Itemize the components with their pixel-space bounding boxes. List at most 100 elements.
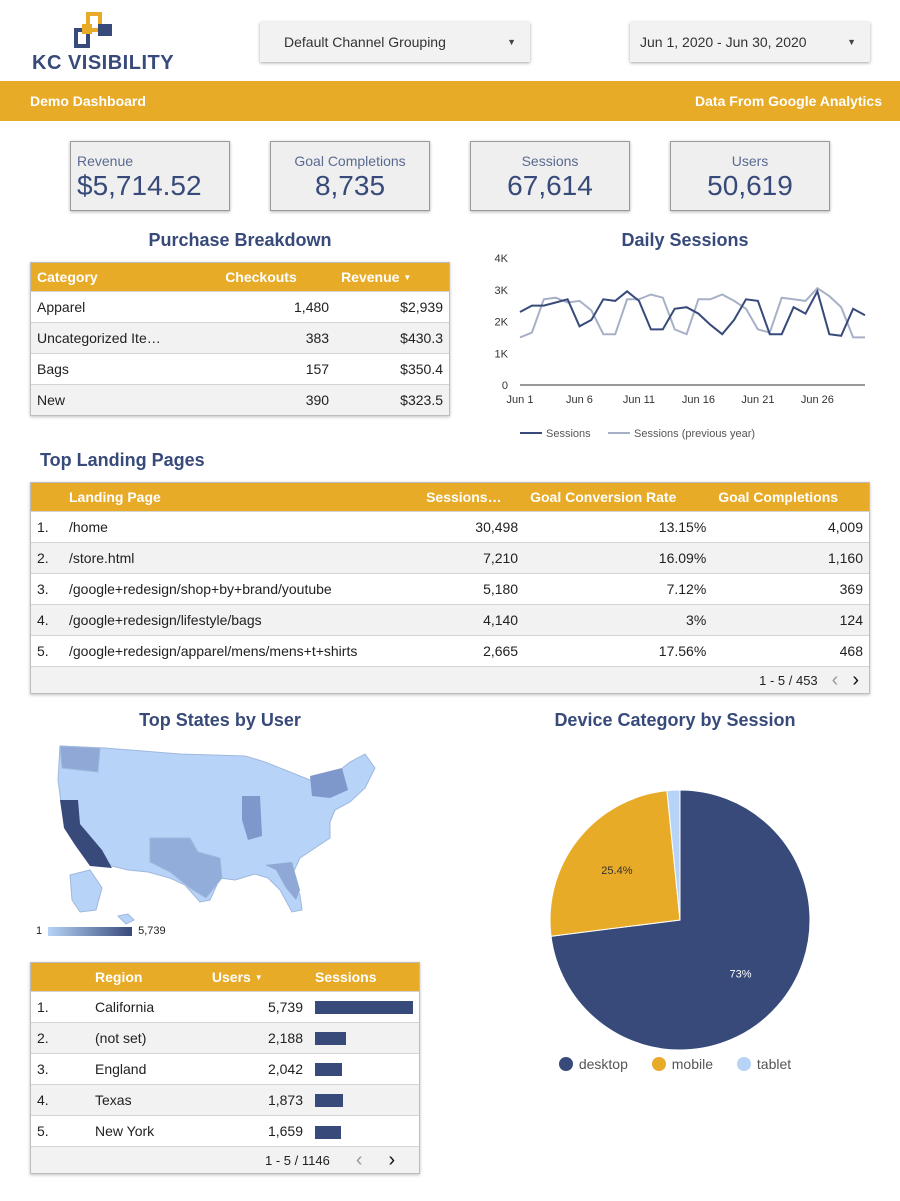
column-header-index (31, 963, 89, 991)
table-row: 4. /google+redesign/lifestyle/bags 4,140… (31, 603, 869, 635)
landing-page-cell: /google+redesign/shop+by+brand/youtube (63, 572, 421, 604)
column-header-checkouts[interactable]: Checkouts (219, 263, 336, 291)
table-row: 1. California 5,739 (31, 990, 419, 1022)
column-header-category[interactable]: Category (31, 263, 220, 291)
column-header-sessions[interactable]: Sessions (309, 963, 419, 991)
chevron-left-icon[interactable]: ‹ (831, 669, 839, 691)
pager-range: 1 - 5 / 453 (759, 672, 818, 688)
table-row: Apparel 1,480 $2,939 (31, 290, 449, 322)
users-cell: 5,739 (205, 990, 309, 1022)
sessions-bar (315, 1001, 413, 1015)
device-category-title: Device Category by Session (554, 710, 796, 730)
legend-item-desktop: desktop (558, 1056, 628, 1072)
table-row: 5. /google+redesign/apparel/mens/mens+t+… (31, 634, 869, 666)
banner-source: Data From Google Analytics (695, 93, 882, 109)
legend-dot (736, 1057, 751, 1071)
legend-label: mobile (671, 1056, 714, 1072)
pie-label-desktop: 73% (729, 968, 751, 980)
scorecard-value: 67,614 (507, 170, 593, 201)
revenue-cell: $323.5 (335, 383, 449, 415)
y-tick-label: 4K (495, 253, 509, 265)
scorecard-value: 8,735 (314, 170, 386, 201)
scorecard-label: Revenue (77, 153, 134, 169)
y-tick-label: 1K (495, 348, 509, 360)
kc-visibility-logo: KC VISIBILITY (30, 12, 174, 74)
table-row: Bags 157 $350.4 (31, 352, 449, 384)
goal-completions-cell: 468 (712, 634, 869, 666)
scorecard-label: Sessions (521, 153, 579, 169)
california-shape (60, 800, 112, 868)
states-pager: 1 - 5 / 1146 ‹ › (31, 1146, 419, 1173)
row-index: 4. (31, 1083, 89, 1115)
top-landing-pages-title: Top Landing Pages (40, 450, 205, 470)
row-index: 2. (31, 541, 63, 573)
sessions-bar (315, 1094, 343, 1108)
legend-label: tablet (756, 1056, 792, 1072)
map-color-scale: 1 5,739 (36, 925, 166, 937)
category-cell: Bags (31, 352, 220, 384)
row-index: 5. (31, 1114, 89, 1146)
sessions-cell: 7,210 (420, 541, 525, 573)
users-cell: 1,873 (205, 1083, 309, 1115)
column-header-users[interactable]: Users ▼ (205, 963, 309, 991)
scorecard-value: 50,619 (707, 170, 793, 201)
region-cell: Texas (89, 1083, 206, 1115)
legend-label: desktop (578, 1056, 628, 1072)
chevron-left-icon[interactable]: ‹ (355, 1149, 363, 1171)
sessions-cell: 5,180 (420, 572, 525, 604)
sessions-bar-cell (309, 990, 419, 1022)
landing-page-cell: /google+redesign/apparel/mens/mens+t+shi… (63, 634, 421, 666)
table-row: 5. New York 1,659 (31, 1114, 419, 1146)
column-header-landing-page[interactable]: Landing Page (63, 483, 421, 511)
series-line-sessions-previous-year- (519, 286, 865, 339)
sort-desc-icon: ▼ (254, 972, 263, 982)
legend-label: Sessions (previous year) (634, 428, 755, 440)
x-tick-label: Jun 26 (801, 394, 834, 406)
column-header-goal-conversion-rate[interactable]: Goal Conversion Rate (524, 483, 713, 511)
chevron-right-icon[interactable]: › (852, 669, 859, 691)
landing-page-cell: /store.html (63, 541, 421, 573)
sessions-bar (315, 1063, 342, 1077)
goal-completions-scorecard: Goal Completions 8,735 (270, 141, 430, 211)
legend-item-tablet: tablet (736, 1056, 792, 1072)
series-line-sessions (519, 288, 866, 337)
column-header-region[interactable]: Region (89, 963, 206, 991)
scale-max-label: 5,739 (138, 925, 166, 937)
goal-completions-cell: 369 (712, 572, 869, 604)
checkouts-cell: 383 (219, 321, 336, 353)
region-cell: England (89, 1052, 206, 1084)
column-header-revenue[interactable]: Revenue ▼ (335, 263, 449, 291)
category-cell: Uncategorized Ite… (31, 321, 220, 353)
sessions-bar (315, 1032, 346, 1046)
y-tick-label: 3K (495, 285, 509, 297)
conversion-rate-cell: 16.09% (524, 541, 713, 573)
x-tick-label: Jun 16 (682, 394, 715, 406)
users-cell: 2,042 (205, 1052, 309, 1084)
sessions-cell: 2,665 (420, 634, 525, 666)
row-index: 5. (31, 634, 63, 666)
table-row: 2. /store.html 7,210 16.09% 1,160 (31, 541, 869, 573)
users-cell: 2,188 (205, 1021, 309, 1053)
date-range-label: Jun 1, 2020 - Jun 30, 2020 (640, 34, 807, 50)
banner-title: Demo Dashboard (30, 93, 146, 109)
users-scorecard: Users 50,619 (670, 141, 830, 211)
table-row: 2. (not set) 2,188 (31, 1021, 419, 1053)
caret-down-icon: ▼ (507, 37, 516, 47)
row-index: 4. (31, 603, 63, 635)
column-header-label: Users (211, 968, 251, 985)
column-header-sessions[interactable]: Sessions… (420, 483, 525, 511)
sessions-bar (315, 1125, 341, 1139)
table-row: Uncategorized Ite… 383 $430.3 (31, 321, 449, 353)
chevron-right-icon[interactable]: › (388, 1149, 396, 1171)
conversion-rate-cell: 7.12% (524, 572, 713, 604)
date-range-dropdown[interactable]: Jun 1, 2020 - Jun 30, 2020 ▼ (630, 22, 870, 62)
x-tick-label: Jun 21 (741, 394, 774, 406)
landing-pages-pager: 1 - 5 / 453 ‹ › (31, 666, 869, 693)
column-header-goal-completions[interactable]: Goal Completions (712, 483, 869, 511)
alaska-shape (69, 869, 103, 913)
table-row: New 390 $323.5 (31, 383, 449, 415)
daily-sessions-line-chart: 0 1K 2K 3K 4K Jun 1 Jun 6 Jun 11 Jun 16 Jun 21 Jun… (495, 253, 866, 440)
texas-shape (149, 837, 223, 899)
sort-desc-icon: ▼ (403, 272, 412, 282)
channel-grouping-dropdown[interactable]: Default Channel Grouping ▼ (260, 22, 530, 62)
